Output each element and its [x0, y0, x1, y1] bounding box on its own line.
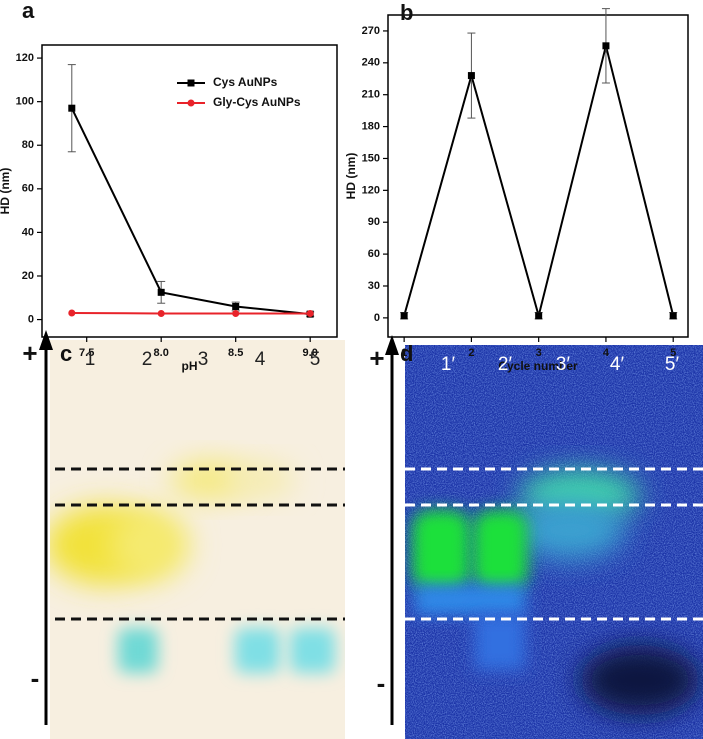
gel-c-image	[50, 340, 345, 739]
y-tick-label: 0	[28, 313, 34, 325]
lane-label: 1	[85, 349, 96, 370]
lane-label: 5	[310, 349, 321, 370]
legend-label: Gly-Cys AuNPs	[213, 95, 301, 109]
marker	[157, 309, 165, 317]
marker	[68, 309, 76, 317]
marker	[400, 312, 408, 320]
x-tick-label: 5	[670, 347, 676, 359]
marker	[535, 312, 543, 320]
legend-marker	[187, 99, 195, 107]
y-tick-label: 240	[362, 57, 380, 69]
y-tick-label: 30	[368, 280, 380, 292]
marker	[306, 309, 314, 317]
y-tick-label: 60	[368, 248, 380, 260]
panel-label: d	[400, 341, 413, 366]
plot-frame	[41, 44, 338, 338]
x-tick-label: 4	[603, 347, 610, 359]
polarity-minus: -	[31, 663, 40, 693]
y-tick-label: 210	[362, 89, 380, 101]
gel-d-image	[405, 345, 703, 739]
y-axis-label: HD (nm)	[344, 153, 358, 200]
marker	[602, 42, 610, 50]
y-tick-label: 100	[16, 96, 34, 108]
y-tick-label: 120	[16, 52, 34, 64]
lane-label: 2	[142, 349, 153, 370]
lane-label: 5′	[665, 354, 680, 375]
x-tick-label: 1	[401, 347, 407, 359]
x-axis-label: pH	[182, 359, 198, 373]
series-line	[403, 45, 675, 320]
polarity-minus: -	[377, 668, 386, 698]
x-tick-label: 3	[536, 347, 542, 359]
lane-label: 4′	[610, 354, 625, 375]
x-axis-label: Cycle number	[498, 359, 578, 373]
y-tick-label: 90	[368, 216, 380, 228]
polarity-plus: +	[22, 338, 37, 368]
y-tick-label: 150	[362, 152, 380, 164]
x-tick-label: 2	[468, 347, 474, 359]
x-tick-label: 7.5	[79, 347, 94, 359]
panel-label: b	[400, 0, 413, 25]
lane-label: 4	[255, 349, 266, 370]
marker	[232, 309, 240, 317]
y-tick-label: 120	[362, 184, 380, 196]
legend-label: Cys AuNPs	[213, 75, 278, 89]
y-tick-label: 80	[22, 139, 34, 151]
marker	[467, 72, 475, 80]
y-tick-label: 40	[22, 226, 34, 238]
marker	[157, 288, 165, 296]
plot-frame	[387, 14, 689, 338]
lane-label: 3	[198, 349, 209, 370]
y-tick-label: 0	[374, 312, 380, 324]
x-tick-label: 8.5	[228, 347, 243, 359]
polarity-plus: +	[369, 343, 384, 373]
marker	[669, 312, 677, 320]
lane-label: 2′	[498, 354, 513, 375]
lane-label: 1′	[441, 354, 456, 375]
y-tick-label: 60	[22, 183, 34, 195]
x-tick-label: 9.0	[303, 347, 318, 359]
marker	[232, 302, 240, 310]
series-line	[70, 107, 311, 316]
marker	[68, 104, 76, 112]
lane-label: 3′	[556, 354, 571, 375]
y-tick-label: 20	[22, 270, 34, 282]
arrow-d	[385, 335, 399, 725]
panel-label: c	[60, 341, 72, 366]
x-tick-label: 8.0	[154, 347, 169, 359]
y-axis-label: HD (nm)	[0, 168, 12, 215]
y-tick-label: 270	[362, 25, 380, 37]
panel-label: a	[22, 0, 35, 23]
arrow-c	[39, 330, 53, 725]
legend-marker	[187, 79, 195, 87]
y-tick-label: 180	[362, 120, 380, 132]
